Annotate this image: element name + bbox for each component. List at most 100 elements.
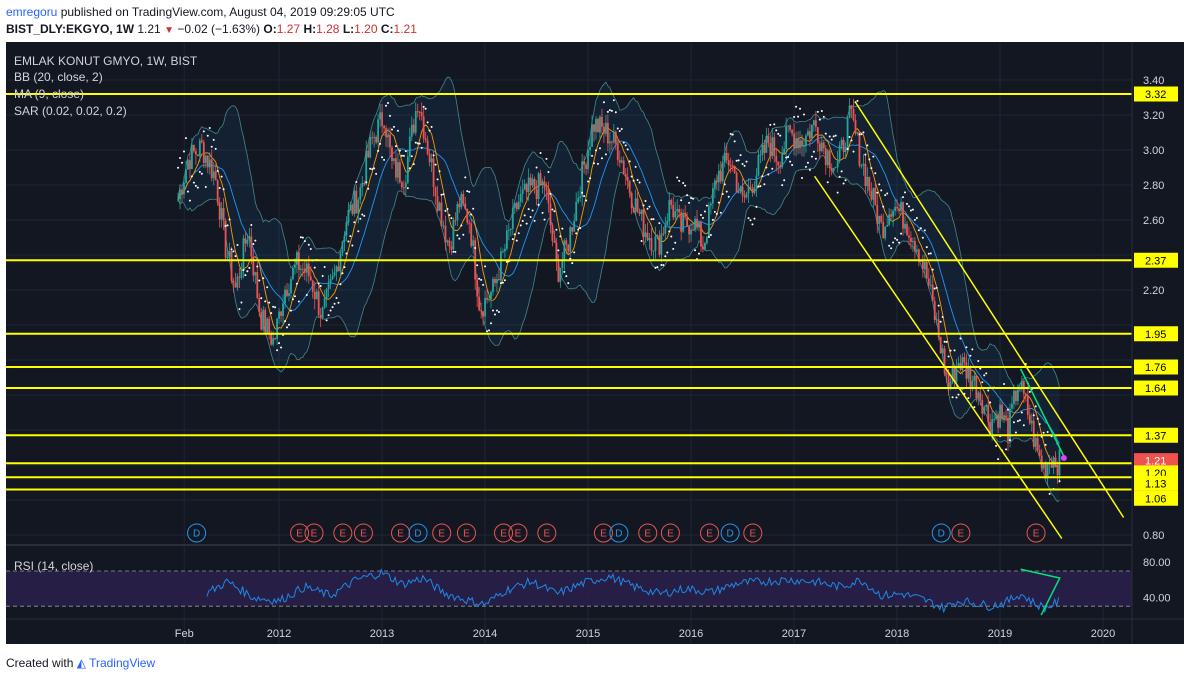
candle-body — [892, 210, 895, 217]
sar-dot — [1034, 405, 1037, 408]
event-marker-earnings — [660, 523, 680, 543]
sar-dot — [569, 257, 572, 260]
ohlc-line: BIST_DLY:EKGYO, 1W 1.21 ▼ −0.02 (−1.63%)… — [6, 22, 417, 36]
candle-body — [1007, 417, 1009, 442]
sar-dot — [183, 150, 186, 153]
time-axis[interactable]: Feb 2012 2013 2014 2015 2016 2017 2018 2019 2020 — [6, 618, 1184, 640]
event-label: D — [727, 529, 734, 540]
candle-body — [595, 118, 597, 132]
candle-body — [573, 220, 576, 232]
bb-upper-line — [177, 76, 1060, 389]
sar-dot — [797, 115, 800, 118]
sar-dot — [757, 185, 760, 188]
candle-body — [571, 227, 574, 232]
sar-dot — [868, 158, 871, 161]
candle-body — [470, 223, 473, 246]
candle-body — [385, 128, 387, 138]
candle-body — [955, 365, 958, 382]
sar-dot — [402, 154, 405, 157]
sar-dot — [785, 156, 788, 159]
sar-dot — [486, 330, 489, 333]
candle-body — [1040, 455, 1043, 469]
legend-bb: BB (20, close, 2) — [14, 70, 103, 84]
sar-dot — [761, 175, 764, 178]
sar-dot — [701, 216, 704, 219]
sar-dot — [846, 148, 849, 151]
sar-dot — [1018, 419, 1021, 422]
sar-dot — [224, 225, 227, 228]
event-marker-earnings — [508, 523, 528, 543]
sar-dot — [406, 187, 409, 190]
candle-body — [783, 148, 786, 154]
candle-body — [818, 143, 821, 152]
price-tag-label: 3.32 — [1145, 89, 1166, 101]
candle-body — [999, 404, 1001, 428]
footer-brand[interactable]: TradingView — [89, 656, 156, 670]
close-value: 1.21 — [393, 22, 417, 36]
candle-body — [181, 189, 183, 195]
candle-body — [587, 150, 589, 170]
candle-body — [551, 225, 554, 241]
sar-dot — [260, 297, 263, 300]
event-marker-earnings — [743, 523, 763, 543]
sar-dot — [533, 219, 536, 222]
candle-body — [751, 188, 754, 193]
candle-body — [400, 182, 403, 188]
sar-dot — [717, 201, 720, 204]
event-label: E — [397, 529, 404, 540]
candle-body — [408, 136, 411, 157]
sar-dot — [206, 134, 209, 137]
high-value: 1.28 — [316, 22, 340, 36]
candle-body — [402, 187, 405, 189]
candle-body — [1003, 415, 1005, 419]
sar-dot — [967, 397, 970, 400]
candle-body — [446, 240, 449, 243]
sar-dot — [624, 144, 627, 147]
sar-dot — [339, 283, 342, 286]
event-marker-dividend — [187, 523, 207, 543]
candle-body — [765, 136, 768, 153]
event-label: E — [296, 529, 303, 540]
price-tag-label: 2.37 — [1145, 255, 1166, 267]
candle-body — [807, 131, 809, 136]
candle-body — [555, 242, 558, 262]
sar-dot — [771, 167, 774, 170]
candle-body — [179, 189, 181, 200]
price-axis[interactable]: 3.40 3.20 3.00 2.80 2.60 2.20 0.80 80.00 40.00 — [1131, 42, 1184, 644]
candle-body — [377, 119, 380, 143]
sar-dot — [299, 236, 302, 239]
sar-dot — [646, 207, 649, 210]
sar-dot — [521, 219, 524, 222]
price-axis-bg — [1132, 42, 1184, 644]
candle-body — [527, 177, 530, 193]
sar-dot — [375, 172, 378, 175]
candle-body — [1009, 408, 1011, 442]
sar-dot — [190, 175, 193, 178]
sar-dot — [959, 337, 962, 340]
candle-body — [989, 421, 992, 435]
sar-dot — [630, 175, 633, 178]
candles — [177, 97, 1061, 495]
author-link[interactable]: emregoru — [6, 5, 58, 19]
price-tag-label: 1.76 — [1145, 362, 1166, 374]
sar-dot — [284, 320, 287, 323]
candle-body — [914, 241, 916, 252]
candle-body — [187, 160, 189, 170]
sar-dot — [921, 236, 924, 239]
event-label: E — [600, 529, 607, 540]
candle-body — [967, 366, 970, 379]
sar-dot — [575, 232, 578, 235]
sar-dot — [482, 283, 485, 286]
candle-body — [872, 188, 875, 200]
sar-dot — [561, 227, 564, 230]
sar-dot — [842, 182, 845, 185]
sar-dot — [383, 158, 386, 161]
price-tag-label: 1.37 — [1145, 430, 1166, 442]
sar-dot — [620, 128, 623, 131]
candle-body — [793, 133, 795, 149]
candle-body — [606, 122, 609, 144]
sar-dot — [836, 191, 839, 194]
sar-dot — [460, 224, 463, 227]
